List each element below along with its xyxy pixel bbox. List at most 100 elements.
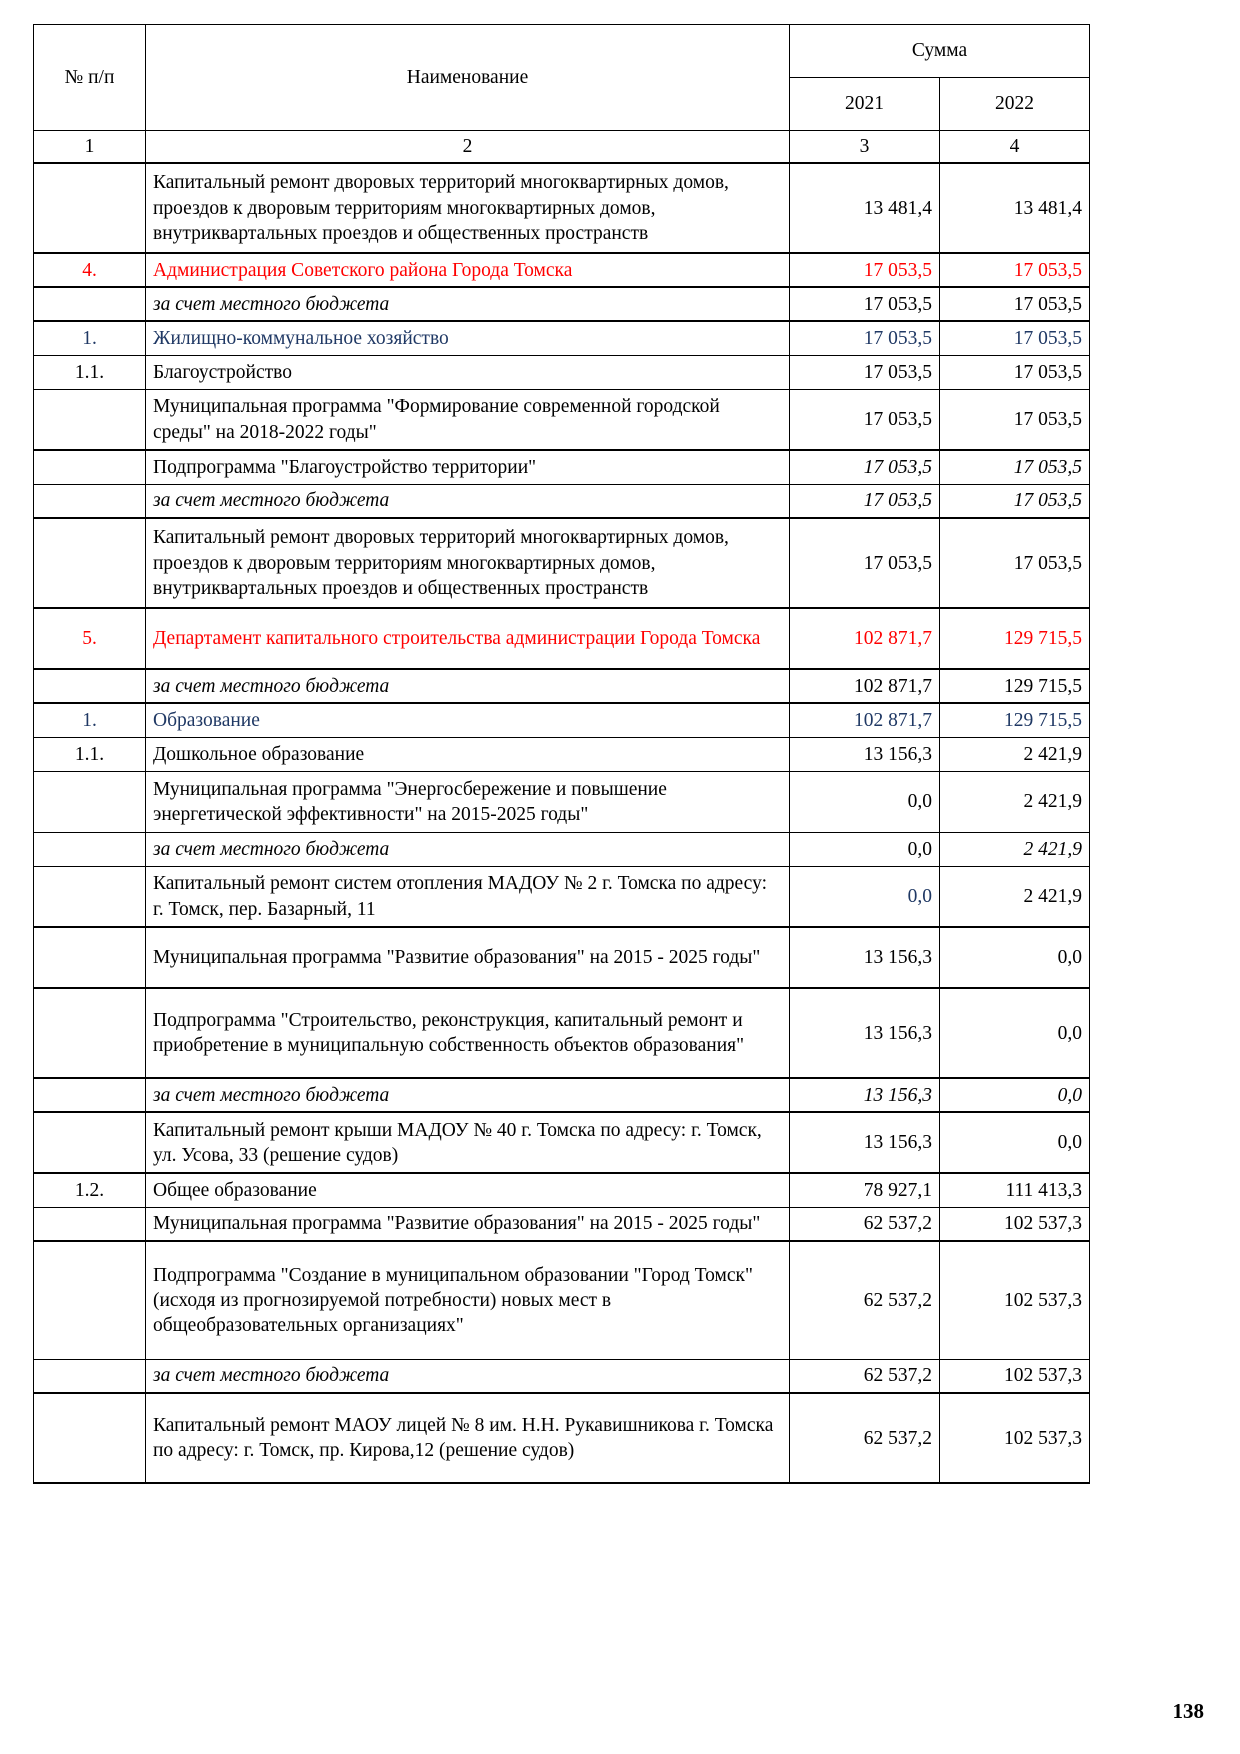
row-value-2021: 62 537,2 [789, 1392, 940, 1485]
row-name-cell: Подпрограмма "Благоустройство территории… [145, 449, 790, 485]
row-value-2022: 17 053,5 [939, 286, 1090, 322]
index-cell-4: 4 [939, 130, 1090, 165]
index-cell-1: 1 [33, 130, 146, 165]
table-row: за счет местного бюджета 17 053,5 17 053,5 [33, 483, 1090, 519]
row-number-cell [33, 668, 146, 704]
row-number-cell [33, 1392, 146, 1485]
table-row: Муниципальная программа "Развитие образо… [33, 926, 1090, 989]
row-name-cell: Образование [145, 702, 790, 738]
row-value-2022: 0,0 [939, 1111, 1090, 1174]
row-number-cell [33, 286, 146, 322]
row-name-cell: Администрация Советского района Города Т… [145, 252, 790, 288]
row-number-cell [33, 926, 146, 989]
row-value-2022: 17 053,5 [939, 517, 1090, 609]
row-name-cell: за счет местного бюджета [145, 483, 790, 519]
row-value-2022: 102 537,3 [939, 1358, 1090, 1394]
row-name-cell: Подпрограмма "Создание в муниципальном о… [145, 1240, 790, 1360]
row-name-cell: Жилищно-коммунальное хозяйство [145, 320, 790, 356]
row-number-cell [33, 1206, 146, 1242]
table-row: Капитальный ремонт крыши МАДОУ № 40 г. Т… [33, 1111, 1090, 1174]
table-row: Подпрограмма "Благоустройство территории… [33, 449, 1090, 485]
row-number-cell [33, 831, 146, 867]
row-name-cell: Муниципальная программа "Развитие образо… [145, 926, 790, 989]
table-row: Муниципальная программа "Формирование со… [33, 388, 1090, 451]
row-value-2021: 17 053,5 [789, 354, 940, 390]
row-name-cell: Муниципальная программа "Энергосбережени… [145, 770, 790, 833]
row-value-2022: 0,0 [939, 1077, 1090, 1113]
row-number-cell: 1. [33, 702, 146, 738]
table-row: Капитальный ремонт дворовых территорий м… [33, 162, 1090, 254]
table-row: за счет местного бюджета 62 537,2 102 537,… [33, 1358, 1090, 1394]
row-name-cell: Благоустройство [145, 354, 790, 390]
header-row-titles: № п/п Наименование Сумма [33, 24, 1090, 131]
row-value-2021: 0,0 [789, 865, 940, 928]
index-cell-3: 3 [789, 130, 940, 165]
header-col-name: Наименование [145, 24, 790, 131]
row-value-2022: 102 537,3 [939, 1206, 1090, 1242]
row-value-2021: 102 871,7 [789, 668, 940, 704]
row-name-cell: за счет местного бюджета [145, 668, 790, 704]
row-value-2022: 129 715,5 [939, 668, 1090, 704]
table-row: Муниципальная программа "Энергосбережени… [33, 770, 1090, 833]
row-value-2021: 62 537,2 [789, 1358, 940, 1394]
row-number-cell: 1.2. [33, 1172, 146, 1208]
row-value-2021: 17 053,5 [789, 286, 940, 322]
row-number-cell [33, 1358, 146, 1394]
row-value-2021: 102 871,7 [789, 702, 940, 738]
row-value-2021: 13 156,3 [789, 1111, 940, 1174]
row-value-2022: 129 715,5 [939, 702, 1090, 738]
table-row: 1. Жилищно-коммунальное хозяйство 17 053,5… [33, 320, 1090, 356]
row-value-2022: 2 421,9 [939, 770, 1090, 833]
row-value-2021: 17 053,5 [789, 320, 940, 356]
row-value-2021: 13 156,3 [789, 1077, 940, 1113]
row-name-cell: Капитальный ремонт систем отопления МАДО… [145, 865, 790, 928]
table-row: Капитальный ремонт систем отопления МАДО… [33, 865, 1090, 928]
row-name-cell: Муниципальная программа "Развитие образо… [145, 1206, 790, 1242]
row-value-2021: 13 481,4 [789, 162, 940, 254]
row-value-2021: 62 537,2 [789, 1206, 940, 1242]
row-value-2022: 111 413,3 [939, 1172, 1090, 1208]
row-value-2021: 17 053,5 [789, 483, 940, 519]
row-name-cell: Капитальный ремонт крыши МАДОУ № 40 г. Т… [145, 1111, 790, 1174]
row-value-2022: 2 421,9 [939, 865, 1090, 928]
table-row: 4. Администрация Советского района Города… [33, 252, 1090, 288]
row-number-cell: 4. [33, 252, 146, 288]
row-value-2022: 2 421,9 [939, 831, 1090, 867]
row-number-cell [33, 1111, 146, 1174]
row-name-cell: Капитальный ремонт МАОУ лицей № 8 им. Н.… [145, 1392, 790, 1485]
header-row-years: 2021 2022 [34, 77, 1090, 131]
row-value-2021: 0,0 [789, 831, 940, 867]
budget-table: № п/п Наименование Сумма 2021 2022 1 2 3… [33, 24, 1090, 1485]
table-body: Капитальный ремонт дворовых территорий м… [33, 162, 1090, 1485]
row-value-2021: 62 537,2 [789, 1240, 940, 1360]
row-value-2021: 17 053,5 [789, 388, 940, 451]
row-value-2022: 17 053,5 [939, 354, 1090, 390]
row-number-cell [33, 1077, 146, 1113]
index-cell-2: 2 [145, 130, 790, 165]
row-name-cell: Дошкольное образование [145, 736, 790, 772]
row-name-cell: за счет местного бюджета [145, 1077, 790, 1113]
header-row-index: 1 2 3 4 [33, 130, 1090, 165]
row-value-2021: 102 871,7 [789, 607, 940, 670]
row-value-2022: 129 715,5 [939, 607, 1090, 670]
table-row: 5. Департамент капитального строительства… [33, 607, 1090, 670]
row-value-2021: 13 156,3 [789, 926, 940, 989]
row-name-cell: за счет местного бюджета [145, 1358, 790, 1394]
row-name-cell: за счет местного бюджета [145, 286, 790, 322]
row-number-cell: 5. [33, 607, 146, 670]
header-year-2021: 2021 [789, 77, 940, 131]
row-value-2022: 17 053,5 [939, 252, 1090, 288]
table-row: Подпрограмма "Создание в муниципальном о… [33, 1240, 1090, 1360]
row-name-cell: Муниципальная программа "Формирование со… [145, 388, 790, 451]
table-row: 1.2. Общее образование 78 927,1 111 413,3 [33, 1172, 1090, 1208]
row-value-2021: 17 053,5 [789, 252, 940, 288]
table-row: Капитальный ремонт МАОУ лицей № 8 им. Н.… [33, 1392, 1090, 1485]
row-number-cell [33, 162, 146, 254]
table-row: 1.1. Благоустройство 17 053,5 17 053,5 [33, 354, 1090, 390]
row-value-2021: 78 927,1 [789, 1172, 940, 1208]
row-number-cell: 1.1. [33, 736, 146, 772]
row-value-2021: 13 156,3 [789, 987, 940, 1079]
row-number-cell [33, 483, 146, 519]
table-row: Подпрограмма "Строительство, реконструкц… [33, 987, 1090, 1079]
